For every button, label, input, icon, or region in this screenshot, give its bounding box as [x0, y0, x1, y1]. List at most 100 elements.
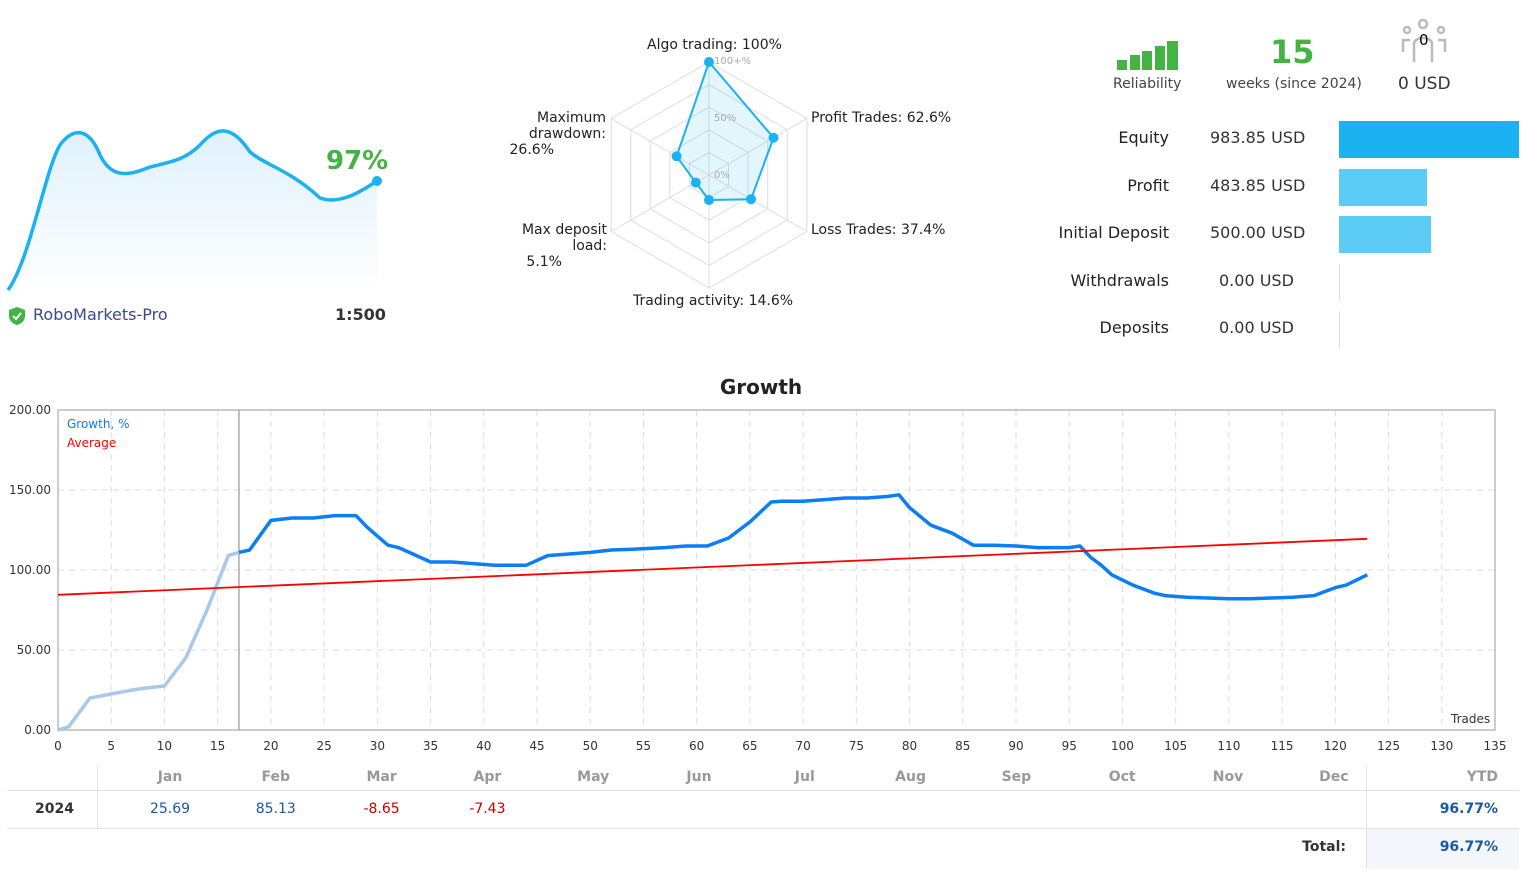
- x-tick-label: 95: [1062, 739, 1077, 753]
- growth-line-history: [57, 550, 240, 732]
- radar-label-deposit-load-title: Max deposit load:: [521, 222, 607, 254]
- x-axis-label: Trades: [1451, 712, 1491, 726]
- shield-check-icon: [9, 307, 25, 325]
- subscribers-icon: [1401, 18, 1447, 62]
- stat-label: Deposits: [1099, 318, 1170, 337]
- growth-line: [238, 493, 1369, 601]
- legend-average: Average: [67, 436, 117, 450]
- y-tick-label: 0.00: [24, 723, 51, 737]
- stat-value: 483.85 USD: [1210, 175, 1306, 195]
- month-header: Aug: [895, 769, 926, 785]
- x-tick-label: 80: [902, 739, 917, 753]
- month-header: Jun: [686, 769, 712, 785]
- x-tick-label: 20: [263, 739, 278, 753]
- radar-label-activity: Trading activity: 14.6%: [633, 293, 794, 309]
- growth-percent: 97%: [326, 146, 389, 176]
- x-tick-label: 90: [1008, 739, 1023, 753]
- radar-point: [671, 151, 682, 162]
- x-tick-label: 125: [1377, 739, 1400, 753]
- radar-spoke: [708, 118, 808, 176]
- total-label: Total:: [1302, 839, 1346, 855]
- total-value: 96.77%: [1439, 839, 1498, 855]
- stat-label: Withdrawals: [1070, 270, 1169, 290]
- month-header: Feb: [261, 769, 291, 785]
- growth-chart: 0 5 10 15 20 25 30 35 40 45 50 55 60 65 70 75 80 85 90 95 10…: [9, 403, 1507, 753]
- month-header: Nov: [1212, 769, 1244, 785]
- month-header: Dec: [1319, 769, 1349, 785]
- ring-label-100: 100+%: [714, 56, 751, 67]
- leverage: 1:500: [335, 305, 386, 324]
- stat-label: Initial Deposit: [1058, 223, 1169, 242]
- x-tick-label: 15: [210, 739, 225, 753]
- x-tick-label: 70: [795, 739, 810, 753]
- x-tick-label: 75: [849, 739, 864, 753]
- chart-title: Growth: [719, 375, 803, 399]
- radar-label-drawdown-value: 26.6%: [509, 142, 554, 158]
- radar-chart: [610, 57, 808, 289]
- stat-bar: [1339, 311, 1340, 348]
- mini-area: [8, 130, 377, 295]
- ytd-value: 96.77%: [1439, 801, 1498, 817]
- table-divider: [7, 790, 1519, 791]
- year-label: 2024: [35, 801, 74, 817]
- month-header: Oct: [1108, 769, 1136, 785]
- x-tick-label: 120: [1324, 739, 1347, 753]
- server-name[interactable]: RoboMarkets-Pro: [33, 305, 168, 324]
- stat-label: Profit: [1127, 175, 1169, 195]
- x-tick-label: 5: [107, 739, 115, 753]
- month-header: Jan: [157, 769, 183, 785]
- stat-value: 0.00 USD: [1219, 318, 1294, 337]
- radar-label-loss: Loss Trades: 37.4%: [811, 222, 946, 238]
- stat-value: 500.00 USD: [1210, 223, 1306, 242]
- ytd-header: YTD: [1466, 769, 1498, 785]
- radar-point: [690, 177, 701, 188]
- x-tick-label: 65: [742, 739, 757, 753]
- plot-frame: [57, 409, 1496, 731]
- reliability-bars-icon: [1117, 41, 1178, 70]
- radar-label-drawdown-title: Maximum drawdown:: [528, 110, 606, 142]
- x-tick-label: 85: [955, 739, 970, 753]
- month-header: Sep: [1001, 769, 1032, 785]
- ring-label-50: 50%: [714, 113, 737, 124]
- radar-label-deposit-load: Max deposit load: 5.1%: [487, 222, 607, 270]
- x-tick-label: 45: [529, 739, 544, 753]
- radar-point: [746, 194, 757, 205]
- weeks-count: 15: [1270, 33, 1315, 71]
- month-header: Mar: [366, 769, 397, 785]
- reliability-label: Reliability: [1113, 76, 1182, 92]
- x-tick-label: 130: [1430, 739, 1453, 753]
- x-tick-label: 110: [1217, 739, 1240, 753]
- table-divider: [7, 828, 1519, 829]
- radar-label-deposit-load-value: 5.1%: [526, 254, 562, 270]
- average-line: [57, 537, 1368, 596]
- x-tick-label: 35: [423, 739, 438, 753]
- stat-bar: [1339, 168, 1428, 206]
- radar-point: [768, 132, 779, 143]
- month-value: -8.65: [363, 801, 400, 817]
- x-tick-label: 135: [1484, 739, 1507, 753]
- month-header: Apr: [473, 769, 502, 785]
- x-tick-label: 25: [316, 739, 331, 753]
- y-tick-label: 100.00: [9, 563, 51, 577]
- y-tick-label: 200.00: [9, 403, 51, 417]
- stat-bar: [1339, 121, 1519, 158]
- subscribers-usd: 0 USD: [1398, 74, 1451, 94]
- month-header: Jul: [794, 769, 815, 785]
- radar-point: [704, 57, 714, 67]
- table-divider: [97, 765, 98, 828]
- table-divider: [1366, 765, 1367, 868]
- legend-growth: Growth, %: [67, 417, 130, 431]
- mini-line: [6, 129, 378, 292]
- radar-label-profit: Profit Trades: 62.6%: [811, 110, 952, 126]
- month-value: -7.43: [469, 801, 506, 817]
- x-tick-label: 30: [370, 739, 385, 753]
- ring-label-0: 0%: [714, 170, 730, 181]
- mini-growth-chart: [6, 129, 382, 295]
- total-cell-background: [1367, 829, 1519, 869]
- x-tick-label: 115: [1271, 739, 1294, 753]
- y-tick-label: 150.00: [9, 483, 51, 497]
- x-tick-label: 40: [476, 739, 491, 753]
- x-tick-label: 105: [1164, 739, 1187, 753]
- x-tick-label: 10: [157, 739, 172, 753]
- radar-label-drawdown: Maximum drawdown: 26.6%: [460, 110, 606, 158]
